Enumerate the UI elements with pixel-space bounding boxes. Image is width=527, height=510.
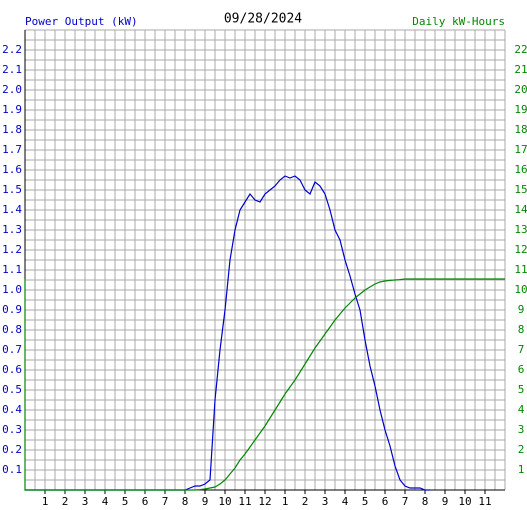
data-line — [25, 175, 430, 491]
y-tick-label: 1.7 — [2, 143, 22, 156]
x-tick-label: 1 — [282, 495, 289, 508]
x-tick-label: 8 — [422, 495, 429, 508]
x-tick-label: 5 — [362, 495, 369, 508]
y-tick-label: 1.4 — [2, 203, 22, 216]
y2-tick-label: 12 — [514, 243, 527, 256]
x-tick-label: 2 — [62, 495, 69, 508]
y-tick-label: 1.6 — [2, 163, 22, 176]
y-tick-label: 0.7 — [2, 343, 22, 356]
y-tick-label: 0.6 — [2, 363, 22, 376]
x-tick-label: 3 — [322, 495, 329, 508]
y-tick-label: 0.3 — [2, 423, 22, 436]
y2-tick-label: 3 — [518, 423, 525, 436]
y-tick-label: 0.5 — [2, 383, 22, 396]
y-tick-label: 2.0 — [2, 83, 22, 96]
x-tick-label: 9 — [442, 495, 449, 508]
y-tick-label: 0.9 — [2, 303, 22, 316]
y2-tick-label: 7 — [518, 343, 525, 356]
y-tick-label: 1.3 — [2, 223, 22, 236]
y-tick-label: 0.8 — [2, 323, 22, 336]
y2-tick-label: 8 — [518, 323, 525, 336]
x-tick-label: 10 — [458, 495, 471, 508]
y-tick-label: 2.2 — [2, 43, 22, 56]
x-tick-label: 4 — [342, 495, 349, 508]
x-tick-label: 6 — [382, 495, 389, 508]
x-tick-label: 11 — [238, 495, 251, 508]
x-tick-label: 2 — [302, 495, 309, 508]
data-line — [24, 278, 505, 491]
y-tick-label: 2.1 — [2, 63, 22, 76]
x-tick-label: 6 — [142, 495, 149, 508]
x-tick-label: 10 — [218, 495, 231, 508]
y-tick-label: 0.1 — [2, 463, 22, 476]
y-tick-label: 1.9 — [2, 103, 22, 116]
y2-tick-label: 9 — [518, 303, 525, 316]
y2-tick-label: 13 — [514, 223, 527, 236]
y2-tick-label: 15 — [514, 183, 527, 196]
x-tick-label: 11 — [478, 495, 491, 508]
chart-title: 09/28/2024 — [224, 12, 302, 27]
x-tick-label: 1 — [42, 495, 49, 508]
y-tick-label: 1.1 — [2, 263, 22, 276]
y2-tick-label: 6 — [518, 363, 525, 376]
x-tick-label: 4 — [102, 495, 109, 508]
y-tick-label: 1.0 — [2, 283, 22, 296]
y-axis-label: Power Output (kW) — [25, 15, 138, 28]
y2-tick-label: 17 — [514, 143, 527, 156]
x-tick-label: 3 — [82, 495, 89, 508]
y2-tick-label: 11 — [514, 263, 527, 276]
y2-tick-label: 16 — [514, 163, 527, 176]
y2-tick-label: 1 — [518, 463, 525, 476]
y2-tick-label: 2 — [518, 443, 525, 456]
y-tick-label: 1.2 — [2, 243, 22, 256]
y-tick-label: 1.5 — [2, 183, 22, 196]
y2-axis-label: Daily kW-Hours — [412, 15, 505, 28]
y-tick-label: 1.8 — [2, 123, 22, 136]
y-tick-label: 0.4 — [2, 403, 22, 416]
y2-tick-label: 21 — [514, 63, 527, 76]
y2-tick-label: 14 — [514, 203, 527, 216]
y2-tick-label: 20 — [514, 83, 527, 96]
x-tick-label: 8 — [182, 495, 189, 508]
y2-tick-label: 18 — [514, 123, 527, 136]
x-tick-label: 12 — [258, 495, 271, 508]
y-tick-label: 0.2 — [2, 443, 22, 456]
x-tick-label: 9 — [202, 495, 209, 508]
y2-tick-label: 22 — [514, 43, 527, 56]
y2-tick-label: 4 — [518, 403, 525, 416]
y2-tick-label: 19 — [514, 103, 527, 116]
y2-tick-label: 5 — [518, 383, 525, 396]
x-tick-label: 7 — [402, 495, 409, 508]
y2-tick-label: 10 — [514, 283, 527, 296]
x-tick-label: 7 — [162, 495, 169, 508]
x-tick-label: 5 — [122, 495, 129, 508]
